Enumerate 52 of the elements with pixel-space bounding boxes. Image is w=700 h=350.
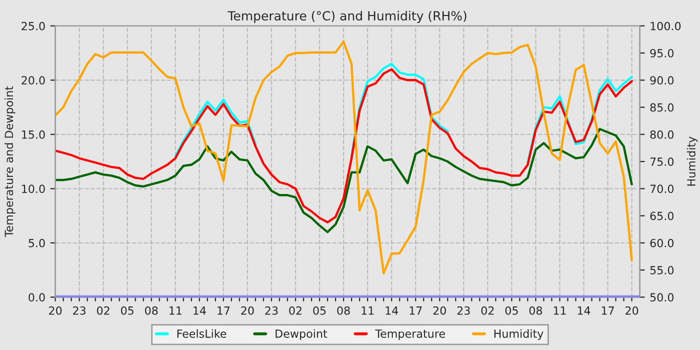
line-series [55,68,633,224]
y-tick-label: 20.0 [22,76,45,85]
x-tick-label: 23 [457,306,470,315]
y2-tick-label: 85.0 [650,103,674,112]
x-tick-label: 17 [410,306,422,315]
y2-tick-label: 100.0 [650,22,681,30]
x-tick-label: 23 [73,306,86,315]
x-tick-label: 02 [97,306,110,315]
y-tick-label: 5.0 [28,238,45,248]
y2-tick-label: 55.0 [650,266,674,274]
y2-axis-title: Humidity [686,136,698,186]
x-tick-label: 20 [49,306,62,315]
x-tick-label: 08 [337,306,350,315]
x-tick-label: 11 [362,306,374,315]
y2-tick-label: 70.0 [650,184,674,194]
y2-tick-label: 80.0 [650,130,674,139]
x-tick-label: 08 [529,306,542,315]
y2-tick-label: 50.0 [650,293,674,302]
x-tick-label: 20 [241,306,254,315]
line-series [55,40,633,274]
y-axis-title: Temperature and Dewpoint [4,86,16,238]
x-tick-label: 11 [554,306,566,315]
legend-label: FeelsLike [177,329,226,338]
y-tick-label: 25.0 [22,22,45,30]
x-tick-label: 17 [218,306,230,315]
chart-title: Temperature (°C) and Humidity (RH%) [228,10,466,23]
legend-label: Temperature [375,330,445,340]
x-tick-label: 05 [121,306,134,315]
y2-tick-label: 95.0 [650,49,674,58]
line-series [55,128,633,234]
x-tick-label: 05 [313,306,326,315]
x-tick-label: 05 [505,306,518,315]
y-tick-label: 0.0 [28,293,45,302]
y2-tick-label: 75.0 [650,158,674,166]
x-tick-label: 02 [481,306,494,315]
x-tick-label: 14 [194,306,206,315]
x-tick-label: 23 [265,306,278,315]
y2-tick-label: 90.0 [650,76,674,85]
x-tick-label: 14 [386,306,398,315]
y-tick-label: 15.0 [22,130,45,139]
x-tick-label: 02 [289,306,302,315]
y2-tick-label: 65.0 [650,212,674,220]
legend-label: Dewpoint [276,329,328,340]
x-tick-label: 20 [433,306,446,315]
x-tick-label: 11 [170,306,182,315]
x-tick-label: 14 [578,306,590,315]
x-tick-label: 20 [626,306,638,315]
legend-label: Humidity [494,329,544,340]
y2-tick-label: 60.0 [650,238,674,248]
x-tick-label: 08 [145,306,158,315]
y-tick-label: 10.0 [22,184,45,194]
x-tick-label: 17 [602,306,614,315]
